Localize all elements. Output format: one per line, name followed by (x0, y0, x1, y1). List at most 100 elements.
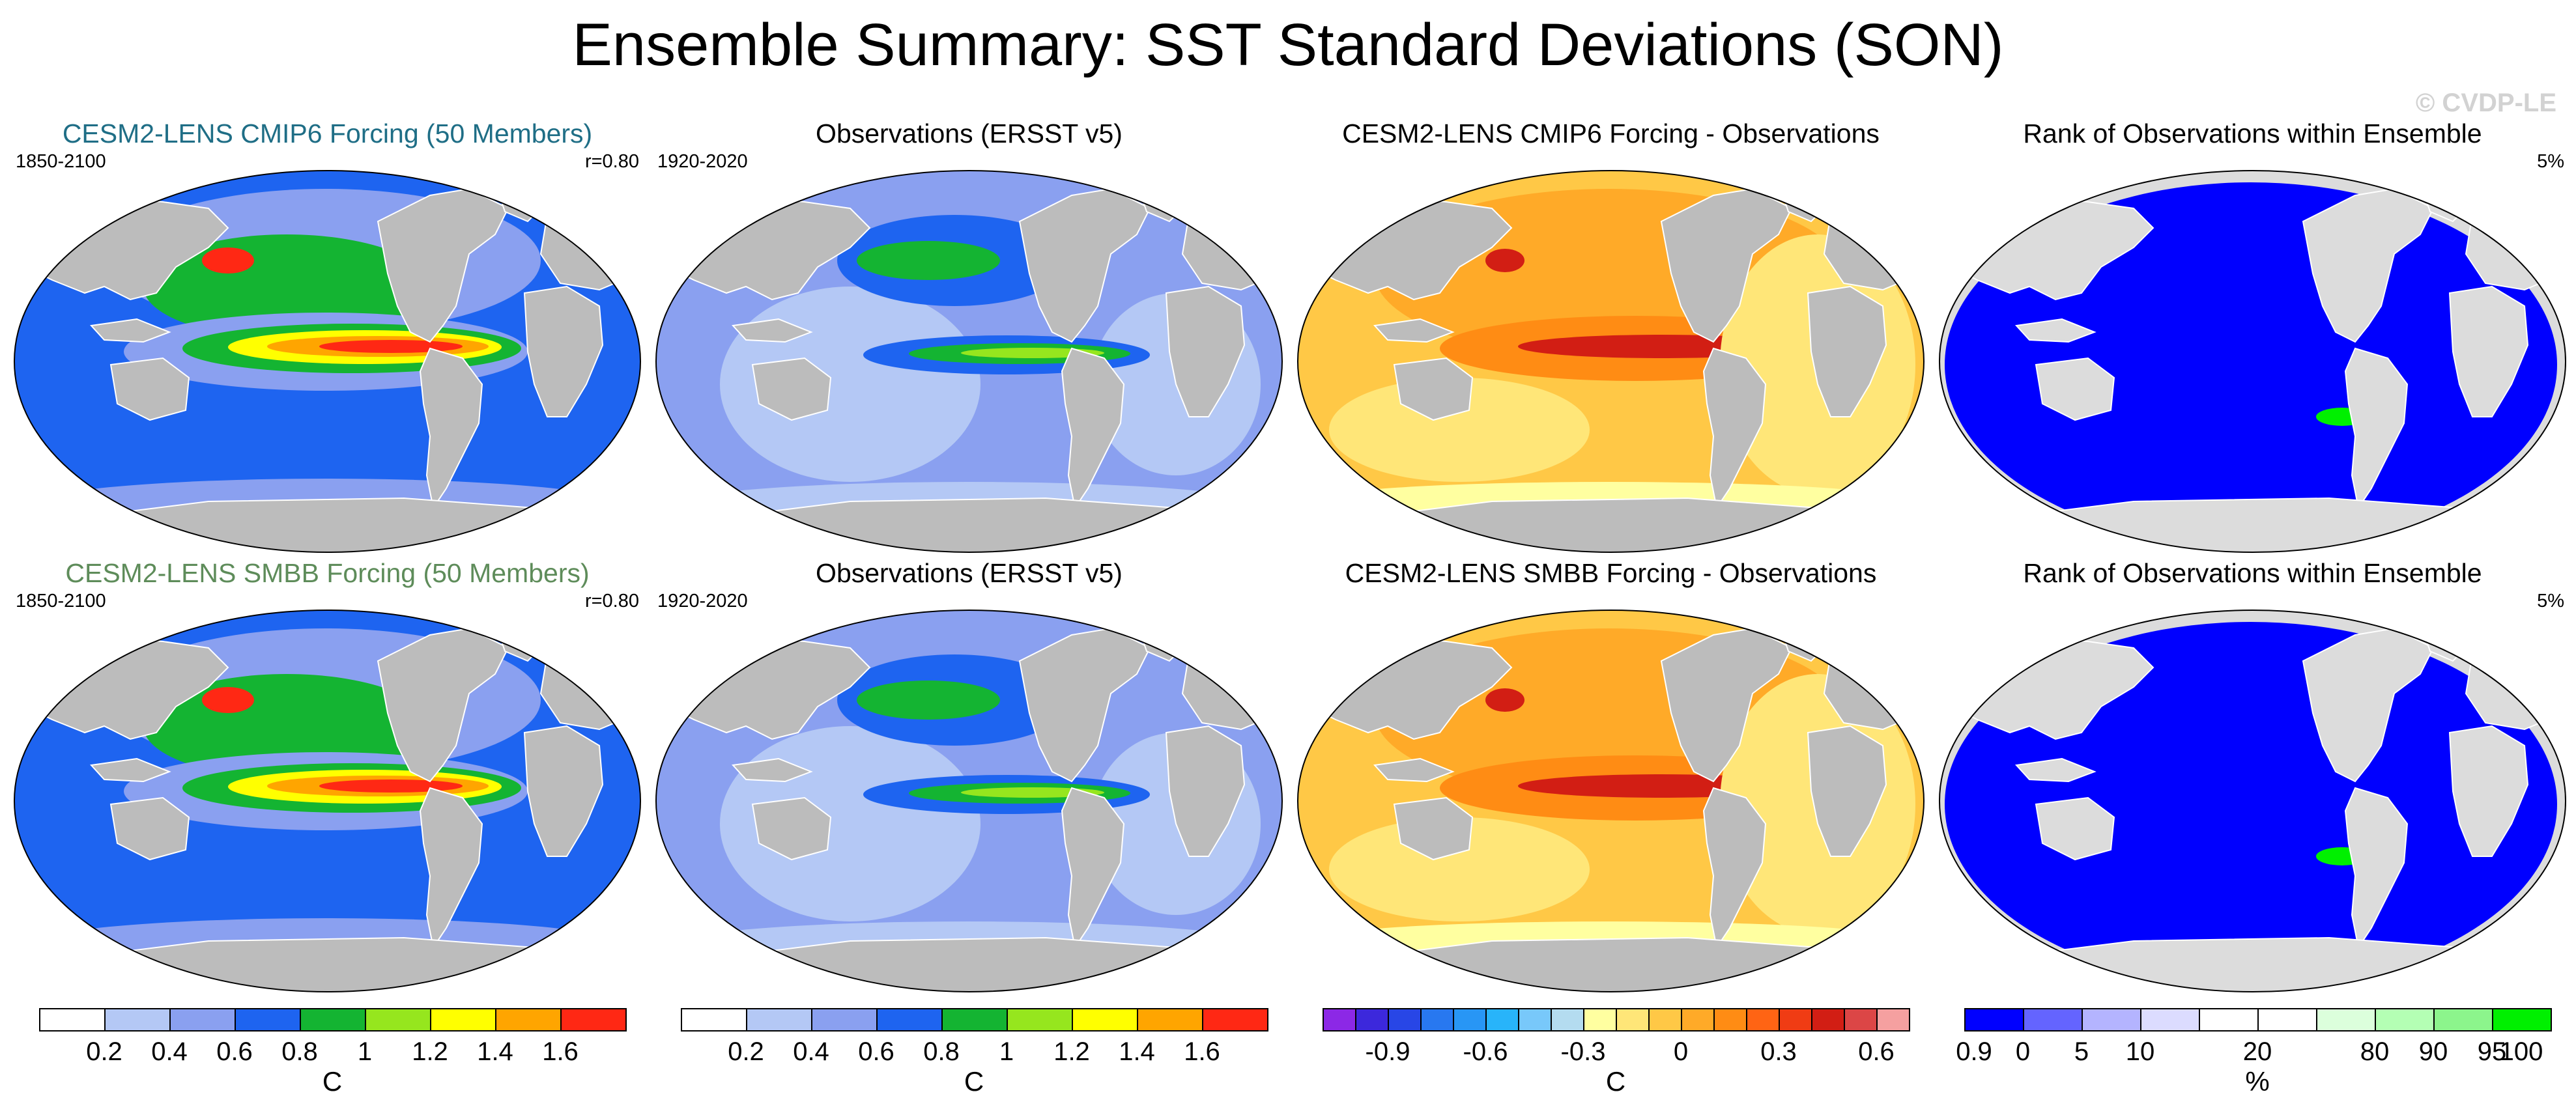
americasSouth-land (1061, 347, 1125, 510)
colorbar: 0 5 10 20 80 90 95 100% (1964, 1008, 2552, 1097)
panel-rank: Rank of Observations within Ensemble 5% (1932, 117, 2573, 557)
colorbar-swatch (104, 1008, 171, 1032)
colorbar-swatch (495, 1008, 562, 1032)
colorbar: -0.9 -0.6 -0.3 0 0.3 0.6 0.9 C (1323, 1008, 1992, 1097)
colorbar-swatch (1713, 1008, 1747, 1032)
colorbar-tick-label: 95 (2477, 1037, 2507, 1066)
colorbar-tick-label: 20 (2242, 1037, 2272, 1066)
colorbar-tick-label: -0.3 (1560, 1037, 1606, 1066)
australia-land (109, 357, 190, 421)
colorbar-swatch (430, 1008, 496, 1032)
colorbar-swatch (1420, 1008, 1454, 1032)
australia-land (751, 357, 832, 421)
colorbar-ticks: 0 5 10 20 80 90 95 100 (1964, 1037, 2551, 1067)
americasSouth-land (2344, 347, 2409, 510)
africa-land (1165, 285, 1246, 417)
colorbar-swatch (1583, 1008, 1617, 1032)
panel-obs: Observations (ERSST v5) 1920-2020 (648, 117, 1290, 557)
map-container (1938, 169, 2567, 557)
colorbar-swatch (941, 1008, 1008, 1032)
colorbar: 0.2 0.4 0.6 0.8 1 1.2 1.4 1.6 C (681, 1008, 1268, 1097)
colorbar-tick-label: -0.6 (1463, 1037, 1508, 1066)
colorbar-tick-label: -0.9 (1365, 1037, 1410, 1066)
africa-land (2448, 725, 2529, 857)
map-diff (1297, 610, 1925, 992)
map-model (14, 610, 641, 992)
colorbar-tick-label: 0.8 (923, 1037, 960, 1066)
colorbar-tick-label: 1.6 (1184, 1037, 1220, 1066)
enso-peak (319, 779, 463, 793)
indonesia-land (89, 757, 171, 783)
panel-diff: CESM2-LENS CMIP6 Forcing - Observations (1290, 117, 1932, 557)
colorbar-tick-label: 0.2 (86, 1037, 122, 1066)
indonesia-land (2014, 757, 2097, 783)
rank-ocean (1945, 622, 2557, 987)
colorbar-swatch (1616, 1008, 1650, 1032)
kuroshio-peak (202, 247, 254, 274)
africa-land (1807, 725, 1887, 857)
colorbar-ticks: 0.2 0.4 0.6 0.8 1 1.2 1.4 1.6 (39, 1037, 625, 1067)
colorbar-unit: % (2245, 1066, 2270, 1097)
colorbar-swatch (560, 1008, 627, 1032)
africa-land (1165, 725, 1246, 857)
americasSouth-land (1702, 787, 1767, 949)
colorbar-tick-label: 1 (999, 1037, 1014, 1066)
colorbar-swatch (1876, 1008, 1910, 1032)
panel-stat: 5% (2537, 591, 2564, 611)
map-container (1296, 169, 1925, 557)
americasSouth-land (1702, 347, 1767, 510)
colorbar-ticks: 0.2 0.4 0.6 0.8 1 1.2 1.4 1.6 (681, 1037, 1267, 1067)
south-pacific-band (1329, 378, 1590, 482)
kuroshio-feature (857, 241, 1000, 280)
colorbar-swatch (2199, 1008, 2259, 1032)
panel-title: CESM2-LENS SMBB Forcing (50 Members) (65, 558, 590, 588)
colorbar-swatch (1355, 1008, 1389, 1032)
colorbar-tick-label: 10 (2125, 1037, 2155, 1066)
africa-land (2448, 285, 2529, 417)
colorbar-tick-label: 0.8 (281, 1037, 318, 1066)
colorbar-tick-label: 0.4 (151, 1037, 188, 1066)
americasSouth-land (2344, 787, 2409, 949)
panel-period: 1920-2020 (657, 591, 748, 611)
kuroshio-feature (857, 681, 1000, 720)
colorbar-swatch (811, 1008, 878, 1032)
africa-land (523, 285, 604, 417)
indonesia-land (1373, 318, 1455, 343)
colorbar-swatch (1518, 1008, 1552, 1032)
colorbar-swatch (2375, 1008, 2435, 1032)
south-pacific-band (1329, 817, 1590, 921)
colorbar-tick-label: 0.6 (1858, 1037, 1895, 1066)
americasSouth-land (419, 787, 483, 949)
colorbar-tick-label: 1.4 (1119, 1037, 1155, 1066)
colorbar-swatch (365, 1008, 431, 1032)
australia-land (109, 796, 190, 861)
australia-land (2035, 796, 2115, 861)
colorbar-swatch (1844, 1008, 1878, 1032)
colorbar-tick-label: 5 (2074, 1037, 2089, 1066)
map-obs (655, 610, 1283, 992)
colorbar-tick-label: 1.2 (412, 1037, 448, 1066)
panel-title: CESM2-LENS CMIP6 Forcing (50 Members) (62, 119, 593, 148)
colorbar-tick-label: 0.6 (216, 1037, 253, 1066)
map-container (13, 169, 642, 557)
watermark: © CVDP-LE (2415, 89, 2556, 117)
map-rank (1939, 170, 2566, 553)
panel-diff: CESM2-LENS SMBB Forcing - Observations (1290, 557, 1932, 996)
colorbar-tick-label: 0.9 (1956, 1037, 1992, 1066)
colorbar-swatch (1137, 1008, 1203, 1032)
colorbar-swatch (1648, 1008, 1682, 1032)
panel-model: CESM2-LENS CMIP6 Forcing (50 Members) 185… (7, 117, 648, 557)
colorbar-swatch (2082, 1008, 2141, 1032)
panel-title: Observations (ERSST v5) (816, 558, 1123, 588)
kuroshio-peak (1485, 249, 1524, 272)
map-container (655, 609, 1283, 996)
colorbar-swatch (39, 1008, 106, 1032)
indonesia-land (2014, 318, 2097, 343)
colorbar-unit: C (322, 1066, 343, 1097)
colorbar-swatch (1964, 1008, 2024, 1032)
panel-title: Rank of Observations within Ensemble (2023, 119, 2482, 148)
colorbar-swatch (1746, 1008, 1780, 1032)
rank-ocean (1945, 182, 2557, 547)
indonesia-land (731, 757, 813, 783)
panel-title: Rank of Observations within Ensemble (2023, 558, 2482, 588)
